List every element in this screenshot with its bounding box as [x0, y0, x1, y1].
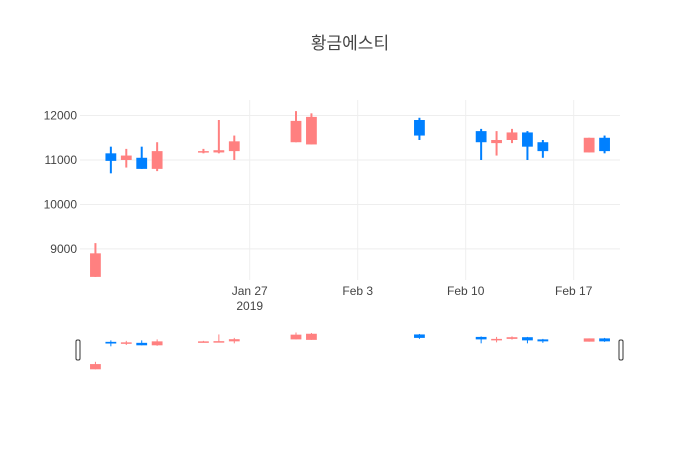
- slider-candle-body: [198, 341, 209, 343]
- candle-body: [306, 116, 317, 145]
- candle-body: [105, 153, 117, 161]
- chart-title: 황금에스티: [311, 34, 389, 54]
- slider-candle-body: [583, 338, 595, 342]
- slider-candle-body: [105, 341, 117, 344]
- candle-body: [599, 137, 610, 152]
- candle-body: [151, 151, 163, 169]
- slider-candle-body: [537, 339, 549, 342]
- candle-body: [583, 137, 595, 153]
- slider-candle-body: [522, 337, 533, 341]
- candles: [90, 111, 610, 277]
- slider-candle-body: [491, 338, 502, 341]
- candle-body: [213, 150, 225, 153]
- slider-candle-body: [414, 334, 425, 338]
- candle-body: [491, 140, 502, 144]
- x-tick-label: Jan 27: [232, 284, 268, 298]
- candle-body: [475, 131, 487, 143]
- slider-candle-body: [136, 342, 148, 346]
- y-tick-label: 9000: [50, 242, 77, 256]
- candle-body: [90, 253, 101, 277]
- y-axis-ticks: 9000 10000 11000 12000: [44, 109, 78, 256]
- candle-body: [414, 120, 425, 136]
- y-tick-label: 11000: [45, 153, 78, 167]
- slider-candle-body: [90, 364, 101, 370]
- candle-body: [537, 142, 549, 152]
- candle-body: [228, 141, 240, 152]
- slider-candle-body: [120, 342, 132, 344]
- candle-body: [136, 157, 148, 169]
- y-tick-label: 10000: [44, 197, 78, 211]
- y-tick-label: 12000: [44, 109, 78, 123]
- slider-candle-body: [599, 338, 610, 342]
- candle-body: [522, 132, 533, 147]
- candle-body: [290, 120, 302, 143]
- range-slider-left-handle[interactable]: [75, 339, 81, 361]
- x-tick-label: Feb 10: [447, 284, 485, 298]
- slider-candle-body: [228, 339, 240, 342]
- slider-candle-body: [506, 337, 518, 339]
- candle-body: [506, 132, 518, 140]
- range-slider[interactable]: [75, 332, 624, 370]
- x-tick-sublabel: 2019: [236, 299, 263, 313]
- x-tick-label: Feb 3: [342, 284, 373, 298]
- slider-candle-body: [475, 336, 487, 340]
- slider-candle-body: [213, 341, 225, 343]
- x-tick-label: Feb 17: [555, 284, 593, 298]
- candle-body: [120, 155, 132, 160]
- slider-candle-body: [306, 333, 317, 340]
- slider-candle-body: [290, 334, 302, 340]
- slider-candle-body: [151, 341, 163, 346]
- range-slider-right-handle[interactable]: [618, 339, 624, 361]
- grid-lines: [80, 100, 620, 280]
- candle-body: [198, 151, 209, 153]
